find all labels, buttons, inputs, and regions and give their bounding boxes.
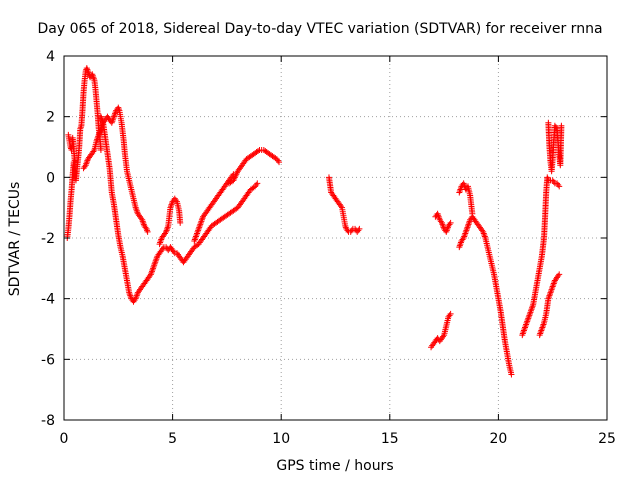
data-point <box>71 159 78 166</box>
data-point <box>447 219 454 226</box>
data-point <box>255 148 262 155</box>
series-pass-g <box>226 147 283 187</box>
data-point <box>276 159 283 166</box>
series-pass-c <box>80 104 151 235</box>
data-point <box>97 147 104 154</box>
series-pass-d <box>97 113 261 305</box>
data-point <box>177 219 184 226</box>
y-tick-label: -8 <box>41 413 55 429</box>
data-point <box>469 210 476 217</box>
series-pass-h <box>325 174 363 235</box>
y-axis-label: SDTVAR / TECUs <box>7 182 23 297</box>
series-pass-m <box>519 174 563 339</box>
series-pass-o <box>545 119 565 175</box>
x-tick-label: 20 <box>489 431 507 447</box>
data-point <box>556 183 563 190</box>
series-pass-k <box>456 213 515 378</box>
x-tick-label: 10 <box>272 431 290 447</box>
data-marks <box>64 65 565 378</box>
series-pass-l <box>456 180 476 217</box>
chart-title: Day 065 of 2018, Sidereal Day-to-day VTE… <box>37 21 602 37</box>
data-point <box>254 180 261 187</box>
series-pass-n <box>536 271 563 339</box>
x-tick-label: 0 <box>60 431 69 447</box>
data-point <box>233 205 240 212</box>
series-pass-a <box>64 65 104 241</box>
x-tick-label: 25 <box>598 431 616 447</box>
data-point <box>272 155 279 162</box>
y-tick-label: -4 <box>41 292 55 308</box>
x-tick-label: 5 <box>168 431 177 447</box>
series-pass-i <box>428 310 454 351</box>
y-tick-label: 0 <box>46 170 55 186</box>
series-pass-b <box>65 131 78 166</box>
grid-lines <box>64 56 607 420</box>
data-point <box>556 271 563 278</box>
data-point <box>508 371 515 378</box>
x-axis-label: GPS time / hours <box>276 458 393 474</box>
data-point <box>194 242 201 249</box>
series-pass-j <box>432 210 454 235</box>
axis-ticks: 0 5 10 15 20 25 -8 -6 -4 -2 0 2 4 <box>41 49 616 447</box>
data-point <box>144 228 151 235</box>
data-point <box>356 225 363 232</box>
y-tick-label: -2 <box>41 231 55 247</box>
y-tick-label: 2 <box>46 110 55 126</box>
y-tick-label: -6 <box>41 352 55 368</box>
data-point <box>447 310 454 317</box>
x-tick-label: 15 <box>381 431 399 447</box>
data-point <box>250 184 257 191</box>
series-pass-e <box>156 195 184 248</box>
data-point <box>558 122 565 129</box>
y-tick-label: 4 <box>46 49 55 65</box>
